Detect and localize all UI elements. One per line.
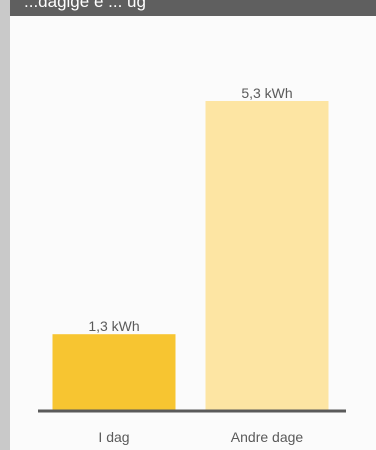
bar-today xyxy=(52,334,176,410)
page-edge xyxy=(0,0,10,450)
value-label: 5,3 kWh xyxy=(241,85,292,101)
value-label: 1,3 kWh xyxy=(88,318,139,334)
consumption-card: ...dagige e ... ug 1,3 kWh I dag 5,3 kWh An… xyxy=(10,0,376,450)
bar-other-days xyxy=(205,101,329,410)
category-label: Andre dage xyxy=(231,429,304,445)
card-title: ...dagige e ... ug xyxy=(24,0,146,11)
category-label: I dag xyxy=(98,429,129,445)
bar-chart: 1,3 kWh I dag 5,3 kWh Andre dage xyxy=(38,85,346,445)
card-header: ...dagige e ... ug xyxy=(10,0,376,16)
